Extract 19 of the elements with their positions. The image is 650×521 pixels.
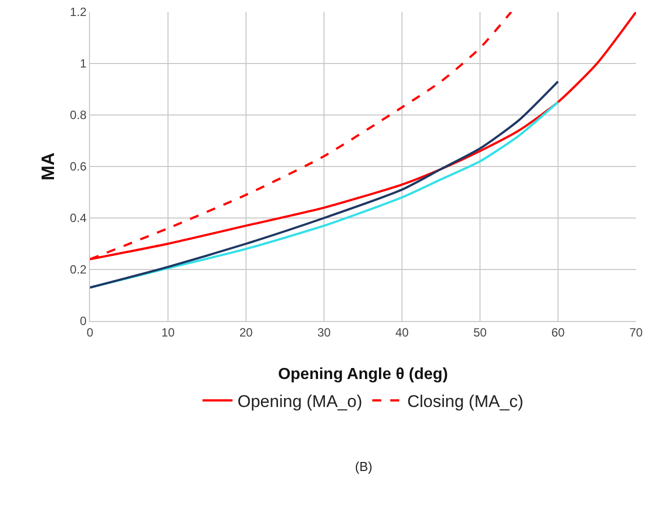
x-tick-label: 40 [395,325,409,340]
y-tick-label: 0.6 [70,160,87,174]
legend-label: Opening (MA_o) [238,392,362,411]
x-tick-label: 30 [317,325,331,340]
y-tick-label: 1.2 [70,5,87,20]
y-tick-label: 0.4 [70,211,87,226]
x-axis-title: Opening Angle θ (deg) [278,366,448,383]
x-tick-label: 70 [629,325,643,340]
x-tick-label: 50 [473,325,487,340]
y-tick-label: 0.2 [70,262,87,277]
y-axis-title: MA [38,152,58,180]
x-tick-label: 20 [239,325,253,340]
y-tick-label: 1 [80,56,87,71]
legend-label: Closing (MA_c) [407,392,524,411]
y-tick-label: 0.8 [70,108,87,122]
x-tick-label: 60 [551,325,565,340]
x-tick-label: 10 [161,325,175,340]
text: (B) [355,459,372,474]
y-tick-label: 0 [80,314,87,328]
